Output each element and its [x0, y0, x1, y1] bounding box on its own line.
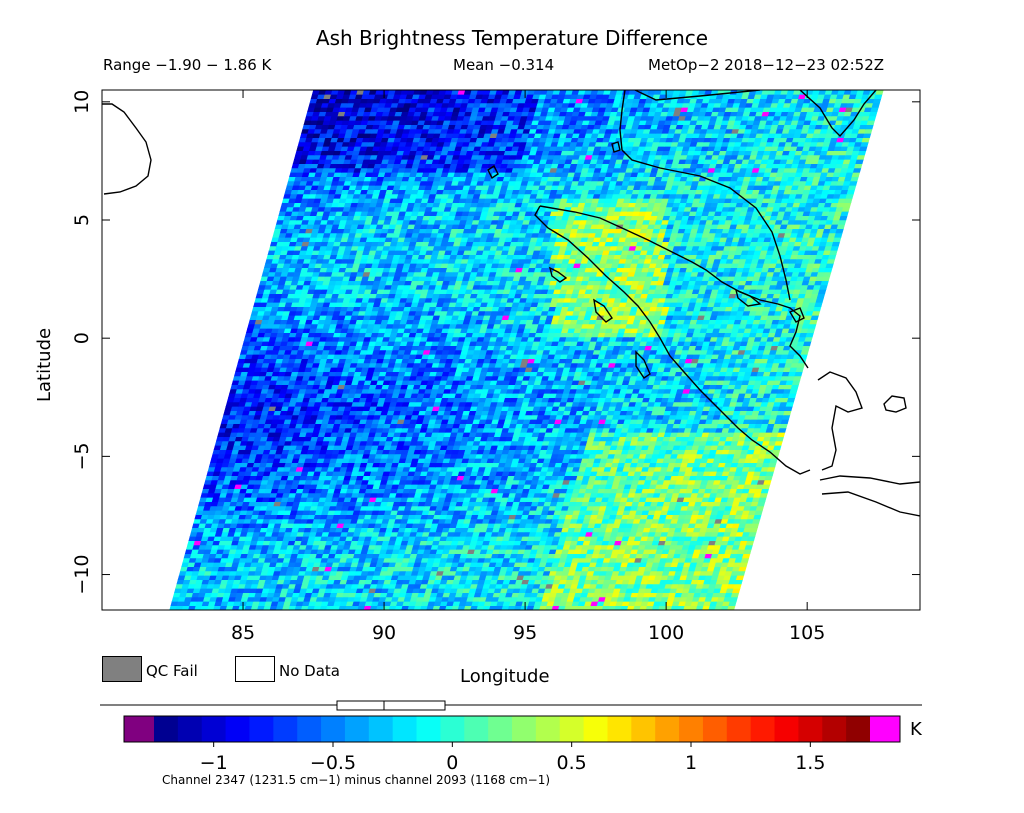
heatmap-cell — [737, 570, 746, 576]
heatmap-cell — [788, 393, 797, 398]
heatmap-cell — [762, 484, 771, 489]
heatmap-cell — [747, 536, 756, 541]
chart-title: Ash Brightness Temperature Difference — [315, 26, 709, 50]
heatmap-cell — [754, 510, 763, 515]
heatmap-cell — [778, 427, 787, 433]
heatmap-cell — [733, 583, 742, 589]
heatmap-cell — [742, 553, 751, 559]
heatmap-cell — [739, 562, 748, 567]
heatmap-cell — [744, 544, 753, 550]
heatmap-cell — [773, 445, 782, 450]
heatmap-cell — [735, 575, 745, 580]
heatmap-cell — [727, 605, 736, 610]
heatmap-cell — [740, 557, 750, 563]
heatmap-cell — [789, 388, 798, 394]
heatmap-cell — [760, 488, 770, 494]
heatmap-cell — [790, 384, 800, 390]
heatmap-cell — [783, 410, 792, 416]
heatmap-cell — [793, 375, 802, 381]
heatmap-cell — [753, 514, 762, 520]
heatmap-swath — [169, 90, 884, 610]
heatmap-cell — [776, 432, 786, 437]
heatmap-cell — [729, 596, 738, 602]
heatmap-cell — [785, 401, 795, 407]
range-text: Range −1.90 − 1.86 K — [103, 56, 272, 74]
heatmap-cell — [779, 423, 788, 429]
heatmap-cell — [774, 440, 783, 446]
heatmap-cell — [759, 492, 768, 498]
heatmap-cell — [791, 380, 801, 385]
heatmap-cell — [748, 531, 757, 537]
heatmap-cell — [765, 471, 775, 476]
heatmap-cell — [752, 518, 761, 524]
heatmap-cell — [767, 466, 776, 472]
heatmap-cell — [755, 505, 765, 511]
heatmap-cell — [730, 592, 740, 598]
heatmap-cell — [734, 579, 743, 585]
heatmap-cell — [781, 414, 791, 420]
heatmap-cell — [732, 588, 741, 593]
heatmap-cell — [745, 540, 755, 546]
heatmap-cell — [757, 501, 766, 507]
heatmap-cell — [749, 527, 758, 533]
mean-text: Mean −0.314 — [453, 56, 555, 74]
heatmap-cell — [794, 371, 803, 377]
heatmap-cell — [763, 479, 772, 485]
heatmap-cell — [728, 601, 737, 606]
heatmap-cell — [786, 397, 796, 403]
heatmap-cell — [784, 406, 793, 411]
heatmap-cell — [743, 549, 752, 554]
heatmap-cell — [771, 449, 781, 455]
heatmap-cell — [738, 566, 747, 572]
heatmap-cell — [764, 475, 773, 481]
heatmap-cell — [758, 497, 767, 502]
heatmap-cell — [780, 419, 790, 424]
heatmap-cell — [768, 462, 777, 468]
heatmap-cell — [769, 458, 778, 463]
satellite-timestamp: MetOp−2 2018−12−23 02:52Z — [648, 56, 885, 74]
heatmap-cell — [750, 523, 760, 528]
heatmap-cell — [775, 436, 785, 442]
